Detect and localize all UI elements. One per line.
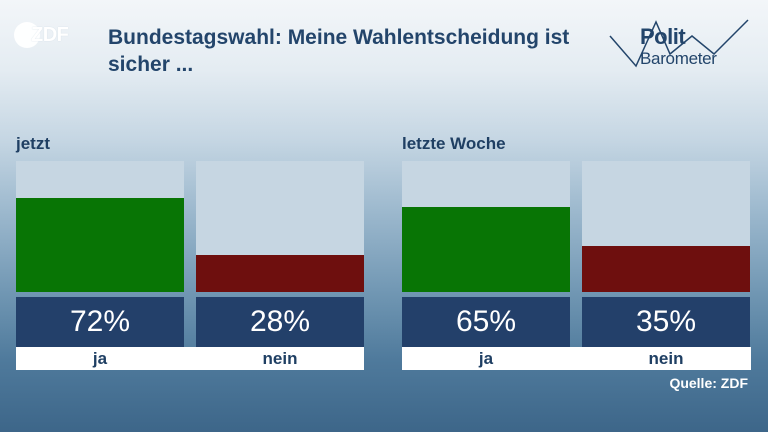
politbarometer-logo: Polit Barometer xyxy=(608,14,754,74)
bar-1-nein xyxy=(582,246,750,292)
category-strip-letzte-woche xyxy=(402,347,751,370)
category-label-1-nein: nein xyxy=(648,349,684,368)
category-label-0-ja: ja xyxy=(92,349,108,368)
value-label-0-nein: 28% xyxy=(196,297,364,347)
bar-0-ja xyxy=(16,197,184,292)
zdf-logo-circle-icon xyxy=(14,22,40,48)
bar-0-nein xyxy=(196,255,364,292)
group-label-jetzt: jetzt xyxy=(16,134,50,153)
value-label-1-ja: 65% xyxy=(402,297,570,347)
chart-title: Bundestagswahl: Meine Wahlentscheidung i… xyxy=(108,26,570,76)
source-label: Quelle: ZDF xyxy=(669,375,748,391)
bar-slot-1-nein xyxy=(582,161,750,292)
bar-slot-1-ja xyxy=(402,161,570,292)
category-label-1-ja: ja xyxy=(478,349,494,368)
value-label-0-ja: 72% xyxy=(16,297,184,347)
bar-slot-0-ja xyxy=(16,161,184,292)
bar-slot-0-nein xyxy=(196,161,364,292)
politbarometer-line2: Barometer xyxy=(640,49,717,68)
zdf-logo-text: ZDF xyxy=(31,24,69,46)
politbarometer-line1: Polit xyxy=(640,24,686,49)
group-label-letzte-woche: letzte Woche xyxy=(402,134,506,153)
category-strip-jetzt xyxy=(16,347,364,370)
politbarometer-graph-icon xyxy=(609,19,749,68)
bar-1-ja xyxy=(402,206,570,292)
value-label-1-nein: 35% xyxy=(582,297,750,347)
zdf-logo: ZDF xyxy=(14,22,82,48)
category-label-0-nein: nein xyxy=(262,349,298,368)
